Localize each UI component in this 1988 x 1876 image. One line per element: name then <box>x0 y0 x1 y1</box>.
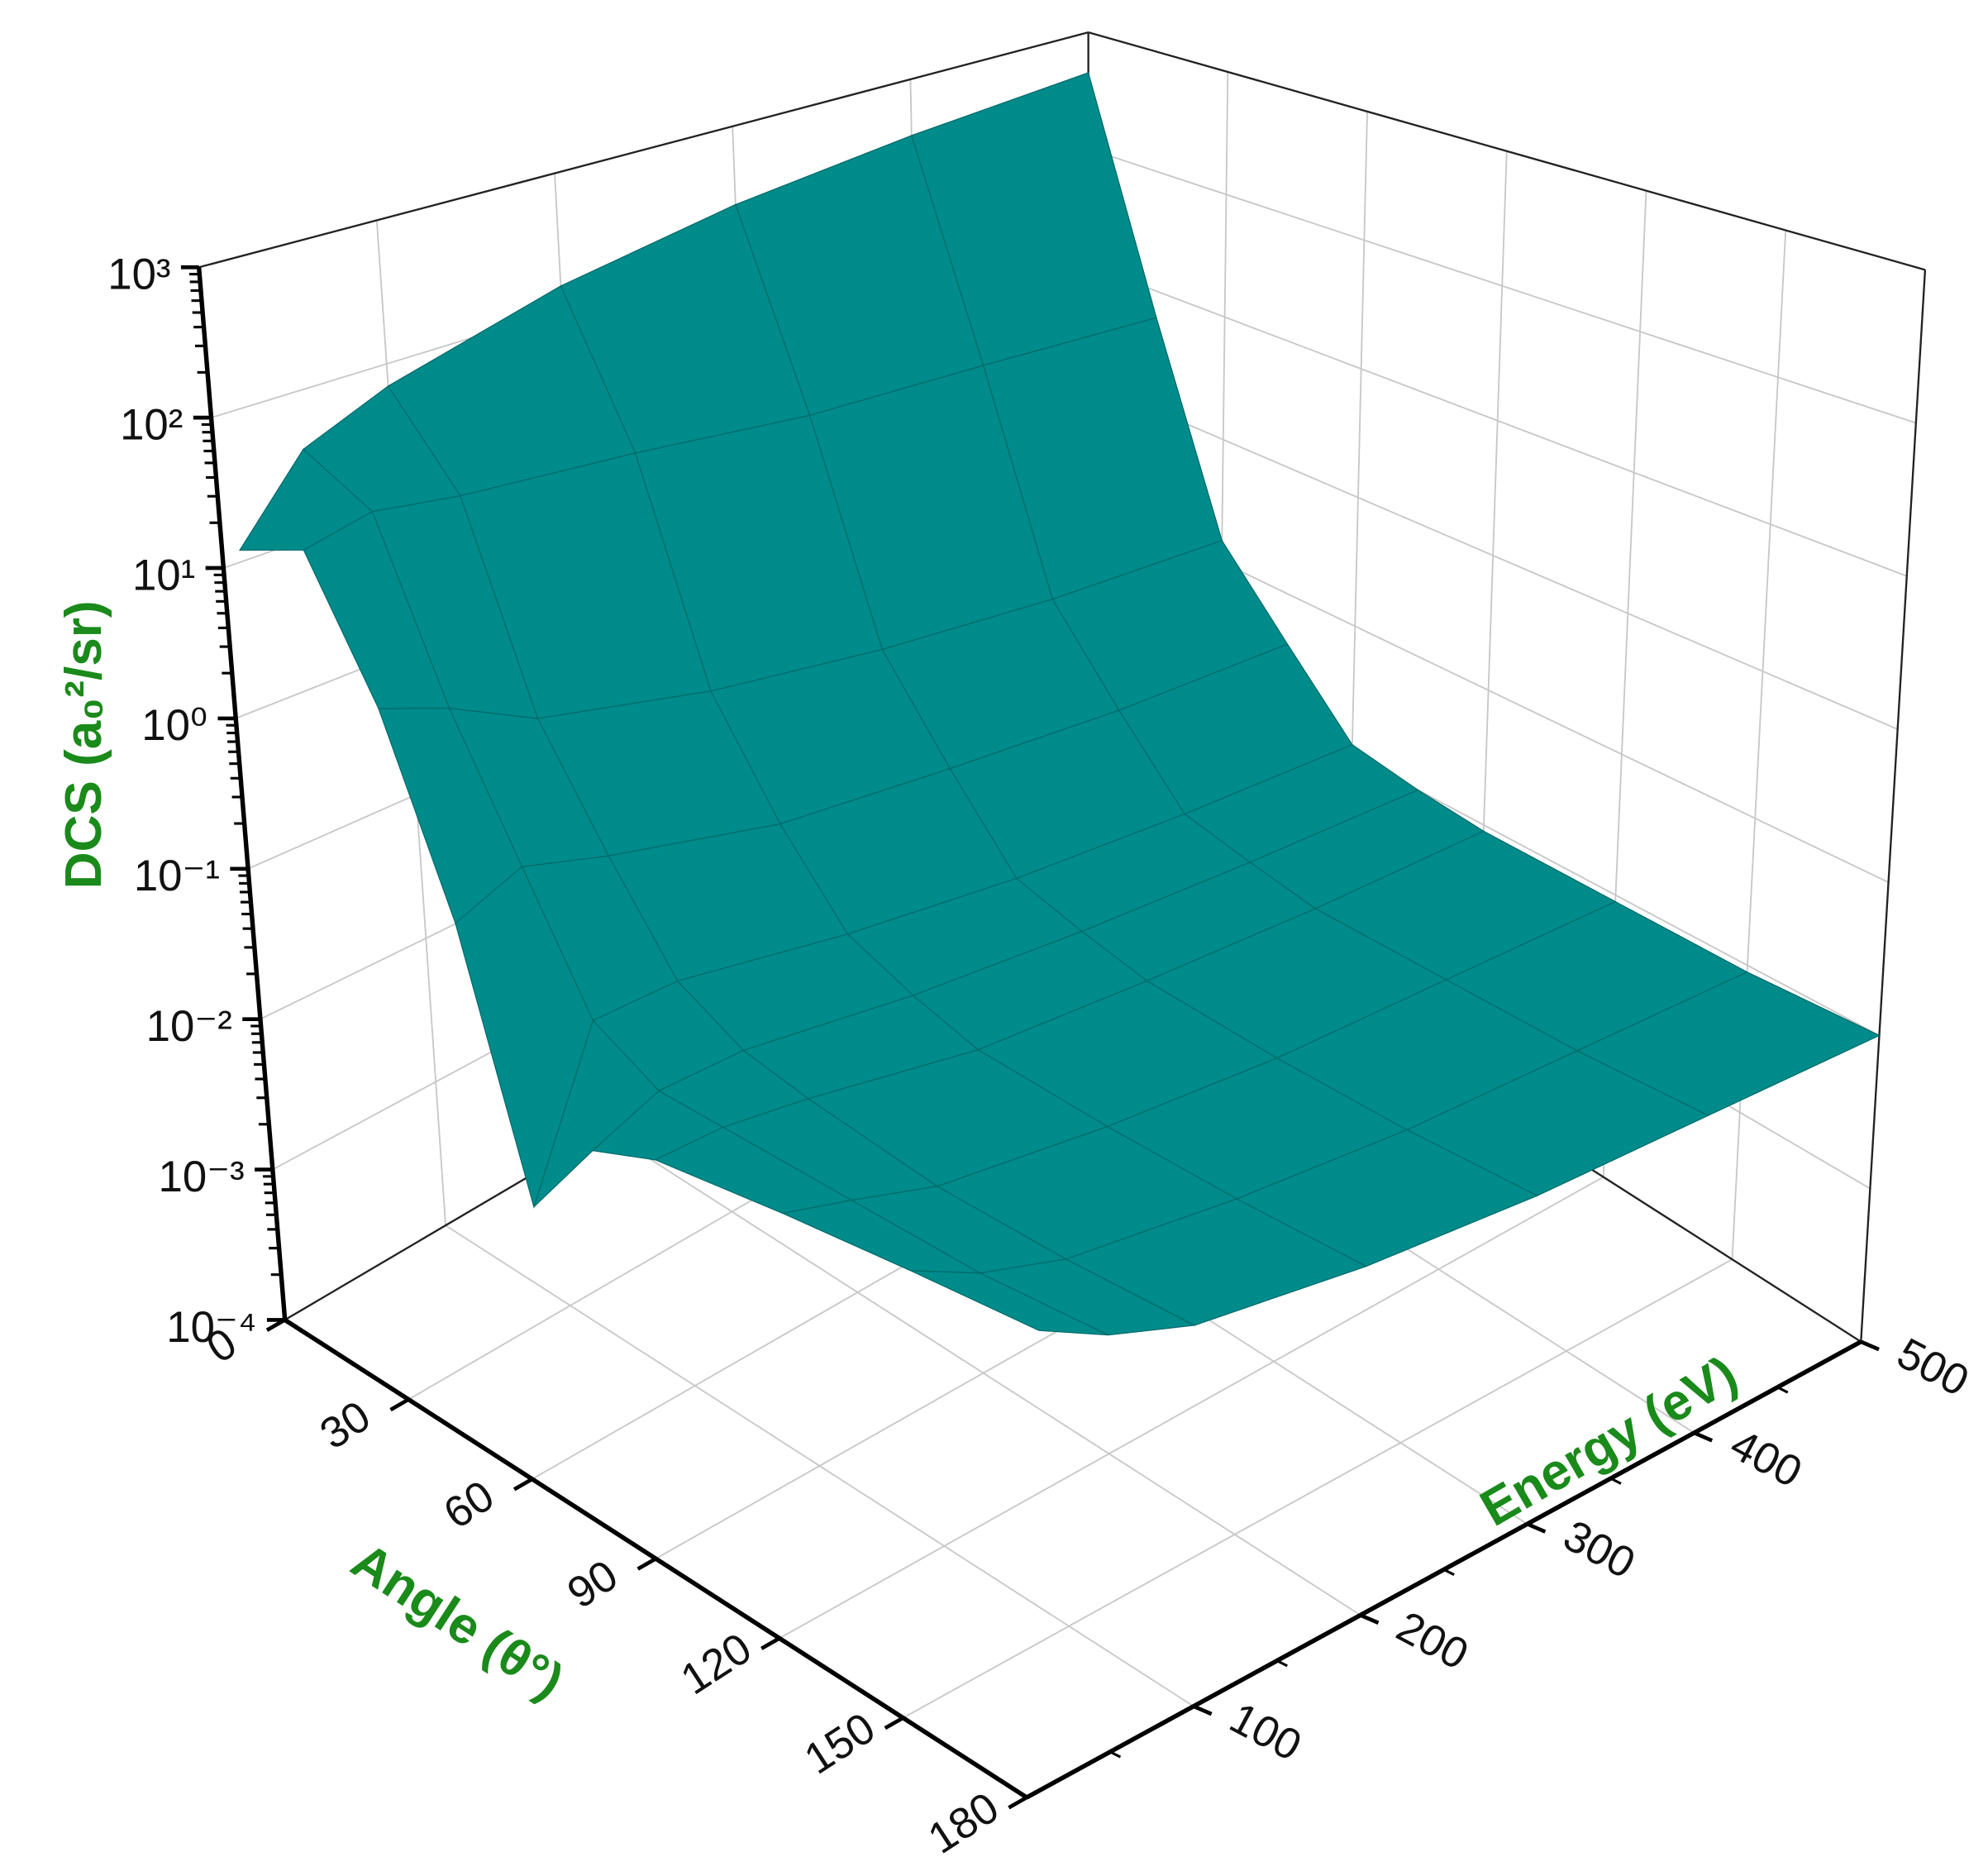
y-tick <box>1193 1704 1213 1716</box>
z-tick-label: 10² <box>120 400 183 449</box>
y-tick <box>1860 1339 1880 1352</box>
box-edge <box>1860 270 1927 1342</box>
x-tick <box>512 1477 533 1492</box>
z-tick-label: 10¹ <box>132 551 195 599</box>
y-axis-title: Energy (eV) <box>1471 1345 1747 1537</box>
grid-line <box>903 1258 1733 1719</box>
y-minor-tick <box>1776 1386 1789 1394</box>
z-tick-label: 10⁰ <box>141 701 207 750</box>
y-minor-tick <box>1442 1568 1455 1576</box>
x-tick-label: 120 <box>673 1624 760 1704</box>
x-tick <box>760 1636 781 1650</box>
x-tick-label: 180 <box>920 1783 1008 1863</box>
y-tick <box>1526 1522 1547 1534</box>
y-tick-label: 100 <box>1222 1693 1309 1770</box>
z-tick-label: 10⁻³ <box>159 1153 245 1201</box>
y-minor-tick <box>1609 1477 1622 1485</box>
x-tick <box>884 1716 904 1730</box>
x-tick-label: 90 <box>559 1551 626 1618</box>
x-tick-label: 150 <box>796 1703 884 1783</box>
z-tick-label: 10⁻¹ <box>134 852 220 900</box>
y-tick-label: 500 <box>1890 1329 1976 1406</box>
y-tick-label: 300 <box>1556 1511 1642 1588</box>
z-tick-label: 10³ <box>107 251 170 299</box>
z-tick-label: 10⁻² <box>146 1002 232 1051</box>
x-tick-label: 30 <box>312 1391 379 1458</box>
x-tick <box>636 1557 657 1571</box>
z-tick-label: 10⁻⁴ <box>166 1303 256 1352</box>
x-tick <box>265 1318 286 1332</box>
surface-cell <box>910 1270 1109 1336</box>
y-minor-tick <box>1109 1750 1122 1759</box>
grid-line <box>1731 230 1787 1260</box>
z-axis <box>196 267 288 1320</box>
x-tick <box>389 1397 410 1412</box>
y-tick <box>1693 1430 1714 1443</box>
x-tick-label: 60 <box>436 1471 503 1538</box>
box-edge <box>198 31 1089 269</box>
y-tick-label: 200 <box>1389 1602 1476 1679</box>
box-edge <box>1088 31 1926 271</box>
x-tick <box>1008 1795 1028 1810</box>
y-minor-tick <box>1276 1659 1288 1668</box>
grid-line <box>779 1176 1604 1640</box>
x-axis-title: Angle (θ°) <box>341 1532 573 1711</box>
z-axis-title: DCS (a₀²/sr) <box>55 600 112 889</box>
y-tick-label: 400 <box>1723 1420 1809 1497</box>
y-tick <box>1359 1613 1380 1625</box>
